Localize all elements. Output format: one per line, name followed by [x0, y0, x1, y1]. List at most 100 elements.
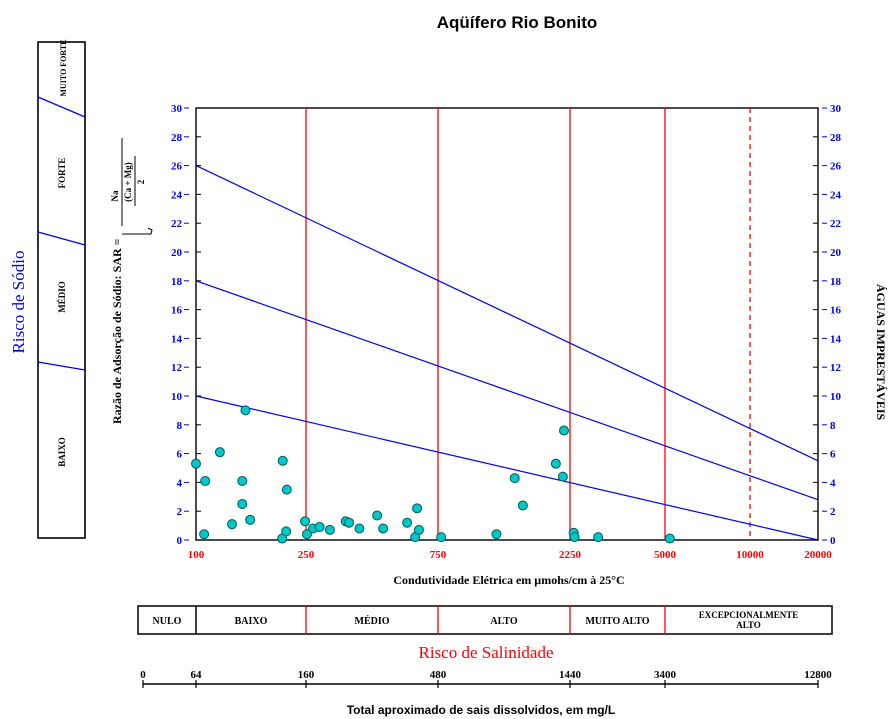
salinity-class-1: BAIXO [235, 616, 268, 627]
salinity-class-0: NULO [153, 616, 182, 627]
x-tick-label-100: 100 [188, 549, 205, 561]
salinity-risk-box [137, 605, 833, 635]
y-tick-label-left-22: 22 [171, 218, 183, 230]
y-tick-label-right-4: 4 [830, 477, 836, 489]
sodium-risk-box [37, 41, 86, 539]
y-tick-label-left-28: 28 [171, 132, 183, 144]
data-point [491, 529, 502, 540]
salinity-class-2: MÉDIO [355, 615, 390, 627]
y-tick-label-left-6: 6 [177, 449, 183, 461]
y-axis-label: Razão de Adsorção de Sódio: SAR = [110, 238, 124, 424]
y-tick-label-right-20: 20 [830, 247, 842, 259]
y-tick-label-left-18: 18 [171, 276, 183, 288]
y-tick-label-right-18: 18 [830, 276, 842, 288]
data-point [378, 523, 389, 534]
tds-tick-label-0: 0 [140, 669, 146, 681]
y-tick-label-left-10: 10 [171, 391, 183, 403]
y-tick-label-right-30: 30 [830, 103, 842, 115]
y-tick-label-right-0: 0 [830, 535, 836, 547]
y-tick-label-left-4: 4 [177, 477, 183, 489]
sar-formula-numerator: Na [110, 190, 120, 201]
data-point [281, 526, 292, 537]
data-point [300, 516, 311, 527]
x-tick-label-20000: 20000 [804, 549, 832, 561]
data-point [550, 458, 561, 469]
tds-tick-label-480: 480 [430, 669, 447, 681]
salinity-class-4: MUITO ALTO [585, 616, 649, 627]
data-point [281, 484, 292, 495]
y-tick-label-left-16: 16 [171, 305, 183, 317]
y-tick-label-right-12: 12 [830, 362, 842, 374]
y-tick-label-right-28: 28 [830, 132, 842, 144]
tds-tick-label-3400: 3400 [654, 669, 677, 681]
data-point [402, 517, 413, 528]
y-tick-label-left-30: 30 [171, 103, 183, 115]
data-point [569, 532, 580, 543]
data-point [314, 522, 325, 533]
tds-tick-label-160: 160 [298, 669, 315, 681]
data-point [509, 473, 520, 484]
salinity-class-excepcionalmente: EXCEPCIONALMENTE [699, 610, 799, 620]
y-tick-label-left-12: 12 [171, 362, 183, 374]
x-tick-label-750: 750 [430, 549, 447, 561]
y-tick-label-right-14: 14 [830, 333, 842, 345]
data-point [354, 523, 365, 534]
y-tick-label-left-8: 8 [177, 420, 183, 432]
y-tick-label-left-26: 26 [171, 161, 183, 173]
sodium-risk-line-2 [195, 280, 819, 501]
salinity-risk-bar: NULO BAIXO MÉDIO ALTO MUITO ALTO EXCEPCIONALM… [137, 605, 833, 635]
tds-tick-label-1440: 1440 [559, 669, 582, 681]
y-tick-label-left-2: 2 [177, 506, 183, 518]
data-point [240, 405, 251, 416]
salinity-class-3: ALTO [490, 616, 517, 627]
tds-tick-label-12800: 12800 [804, 669, 832, 681]
data-point [593, 532, 604, 543]
data-point [237, 475, 248, 486]
sodium-class-forte: FORTE [57, 158, 67, 189]
sar-formula-denominator: (Ca + Mg) [123, 162, 133, 202]
sodium-class-baixo: BAIXO [57, 437, 67, 467]
data-point [413, 524, 424, 535]
salinity-risk-title: Risco de Salinidade [418, 643, 553, 662]
data-point [199, 529, 210, 540]
y-tick-label-right-2: 2 [830, 506, 836, 518]
x-axis-label: Condutividade Elétrica em µmohs/cm à 25°… [393, 573, 624, 587]
data-point [412, 503, 423, 514]
data-point [227, 519, 238, 530]
data-point [372, 510, 383, 521]
sodium-class-muito-forte: MUITO FORTE [59, 39, 68, 96]
y-tick-label-left-0: 0 [177, 535, 183, 547]
data-point [344, 517, 355, 528]
y-tick-label-right-24: 24 [830, 189, 842, 201]
sodium-risk-line-3 [195, 395, 819, 541]
sodium-class-medio: MÉDIO [57, 281, 67, 313]
plot-frame [195, 107, 819, 541]
data-point [245, 514, 256, 525]
sodium-boundary-2 [37, 231, 86, 246]
y-tick-label-right-6: 6 [830, 449, 836, 461]
tds-tick-label-64: 64 [191, 669, 203, 681]
data-point [436, 532, 447, 543]
sar-sqrt-sign [122, 227, 153, 235]
y-tick-label-right-26: 26 [830, 161, 842, 173]
tds-scale-label: Total aproximado de sais dissolvidos, em… [347, 703, 616, 717]
x-tick-label-2250: 2250 [559, 549, 582, 561]
data-point [324, 524, 335, 535]
chart-title: Aqüífero Rio Bonito [437, 13, 598, 32]
x-tick-label-10000: 10000 [736, 549, 764, 561]
data-point [517, 500, 528, 511]
x-tick-label-5000: 5000 [654, 549, 677, 561]
x-tick-label-250: 250 [298, 549, 315, 561]
y-tick-label-left-24: 24 [171, 189, 183, 201]
y-tick-label-left-14: 14 [171, 333, 183, 345]
y-tick-label-right-16: 16 [830, 305, 842, 317]
sar-formula-divisor: 2 [136, 179, 146, 184]
unfit-waters-label: ÁGUAS IMPRESTÁVEIS [874, 284, 888, 421]
y-tick-label-right-8: 8 [830, 420, 836, 432]
data-point [191, 458, 201, 469]
data-point [301, 529, 312, 540]
data-point [237, 499, 248, 509]
data-point [214, 447, 225, 458]
